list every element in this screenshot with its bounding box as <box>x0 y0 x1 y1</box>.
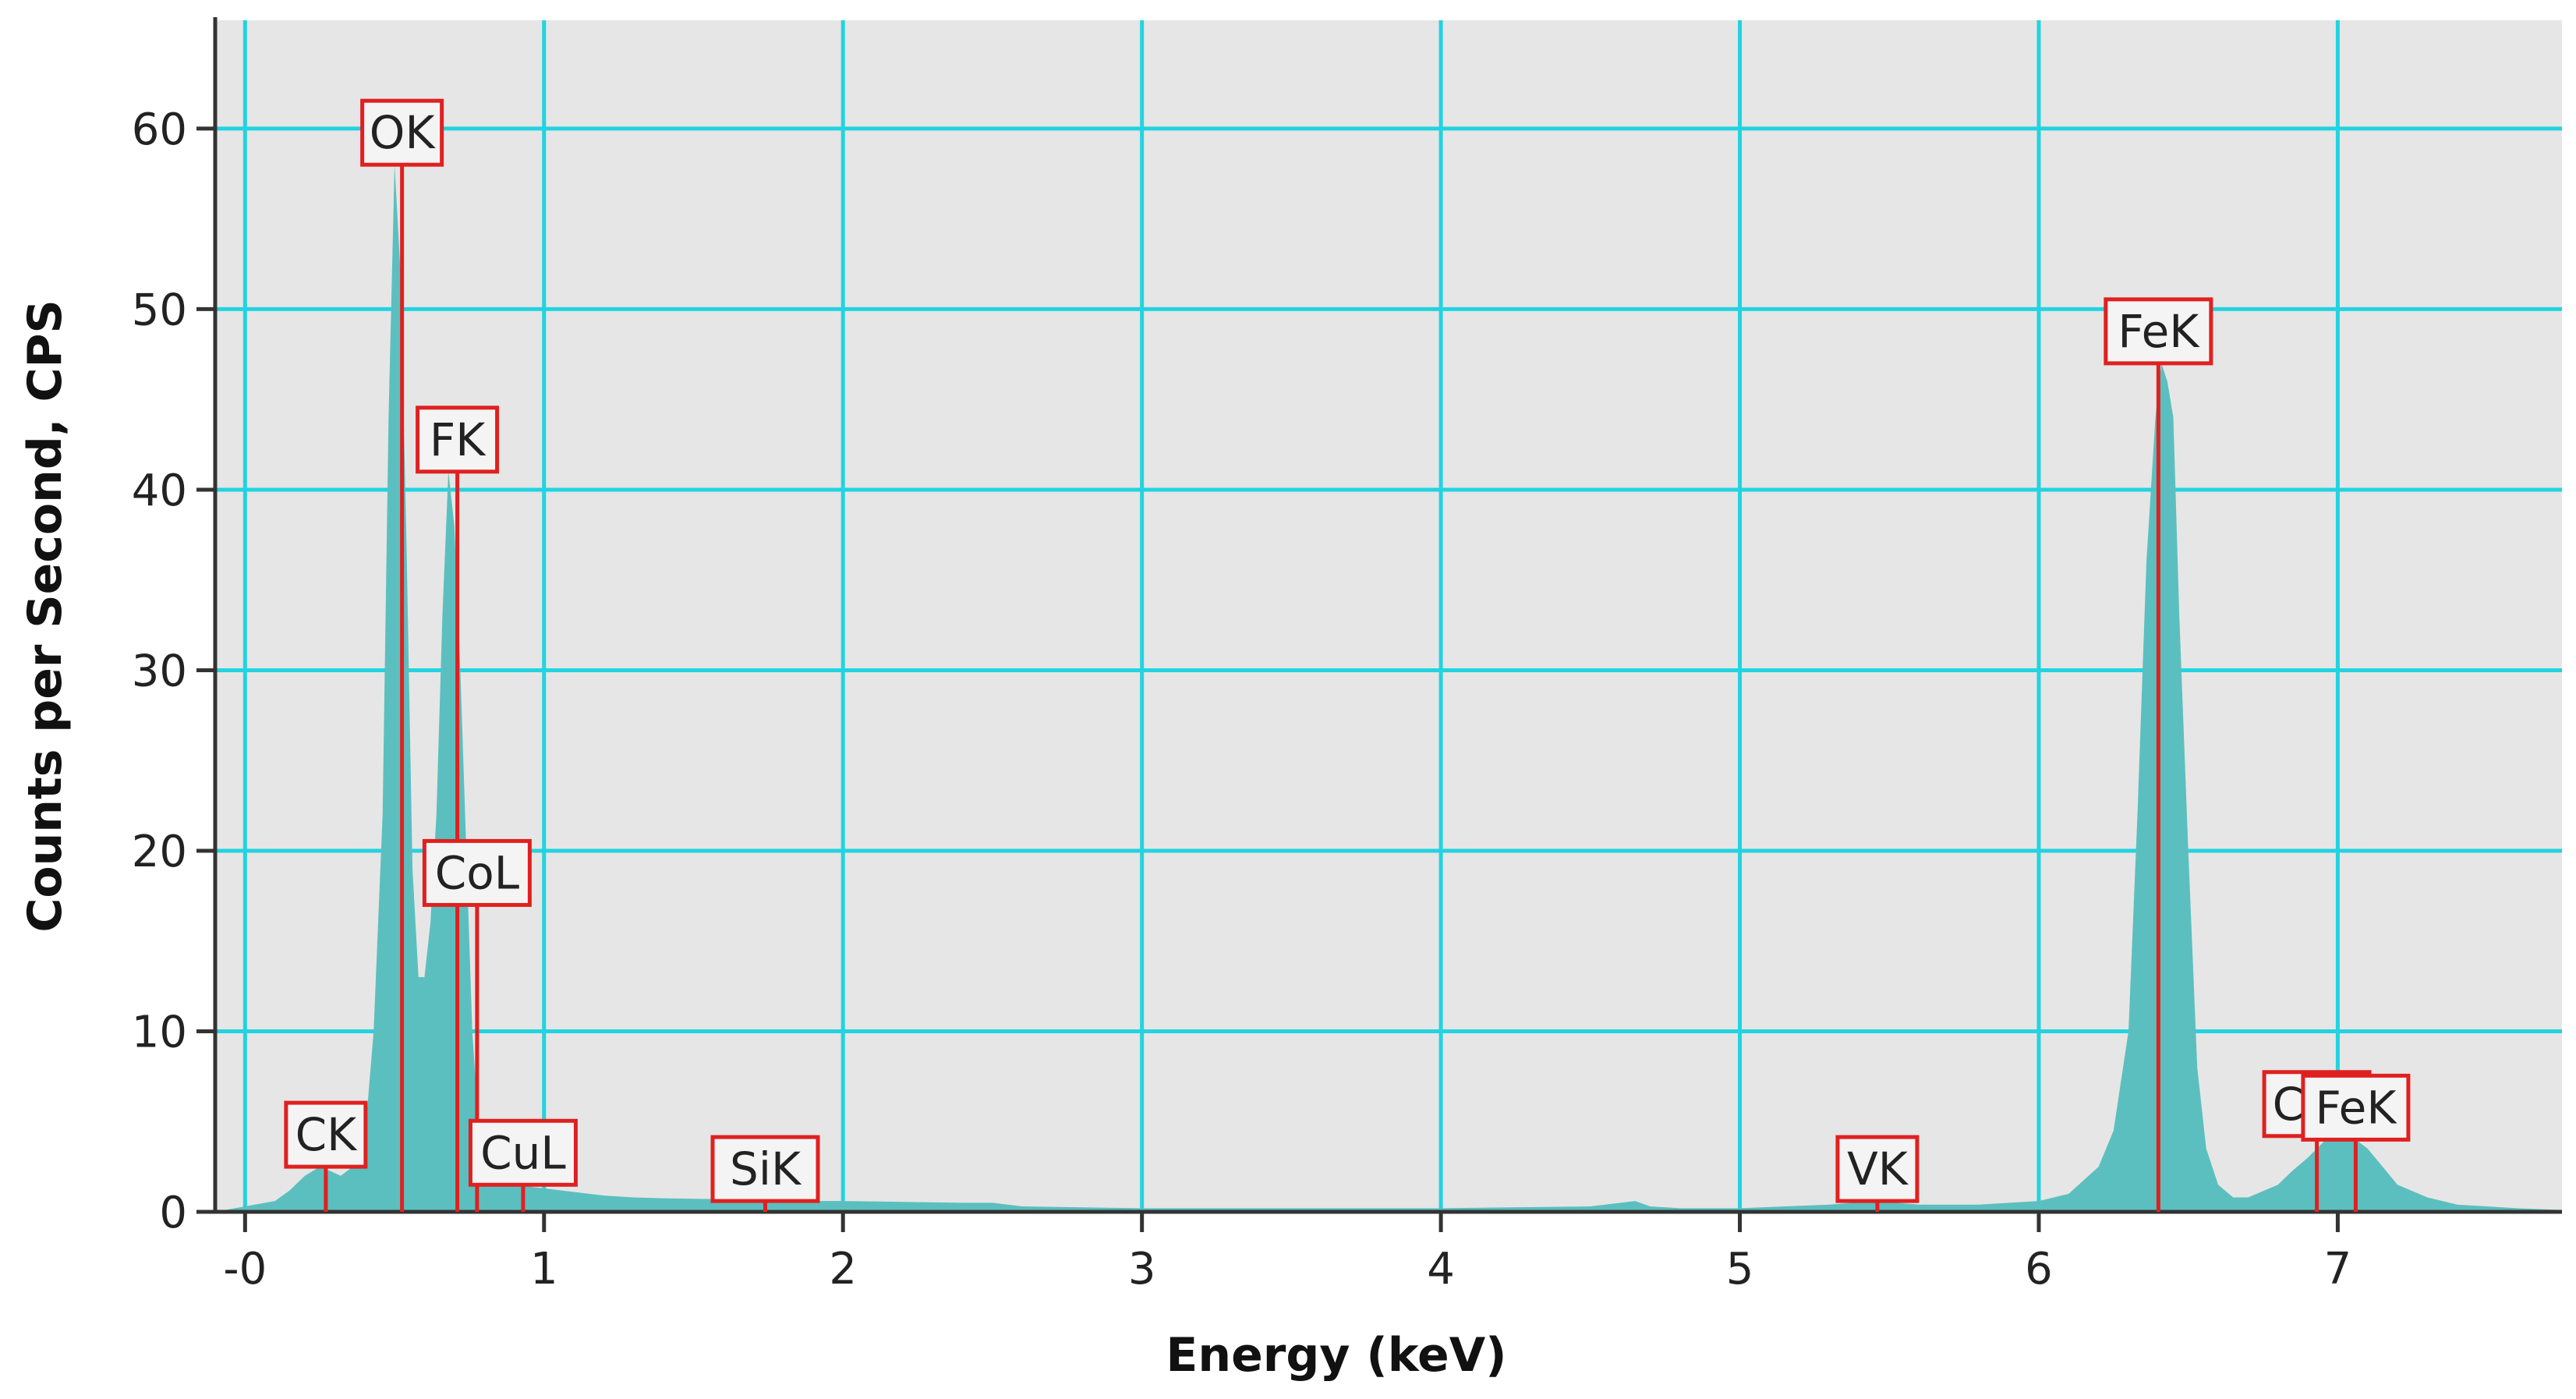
y-tick-label: 60 <box>132 104 187 155</box>
peak-label-box <box>2104 297 2213 366</box>
y-axis-title: Counts per Second, CPS <box>18 299 73 932</box>
y-tick-label: 50 <box>132 285 187 335</box>
y-tick-label: 20 <box>132 827 187 877</box>
peak-label-box <box>2301 1073 2411 1142</box>
peak-label-box <box>710 1135 820 1203</box>
axes <box>213 17 2562 1214</box>
peak-label-box <box>360 98 444 167</box>
y-tick-label: 0 <box>159 1188 187 1238</box>
y-tick-label: 40 <box>132 466 187 516</box>
x-tick-label: 6 <box>2025 1244 2053 1295</box>
x-tick-label: 5 <box>1726 1244 1754 1295</box>
x-tick-label: 3 <box>1128 1244 1156 1295</box>
peak-label-text: SiK <box>730 1142 802 1195</box>
y-tick-label: 10 <box>132 1007 187 1057</box>
peak-labels: CKOKFKCoLCuLSiKVKFeKCoKFeK <box>284 98 2411 1203</box>
peak-label-text: CuL <box>480 1126 566 1179</box>
x-axis-title: Energy (keV) <box>1166 1328 1506 1383</box>
peak-label-text: FK <box>430 413 487 466</box>
x-tick-label: 7 <box>2324 1244 2352 1295</box>
y-tick-label: 30 <box>132 646 187 696</box>
peak-label-text: CoL <box>435 846 519 899</box>
peak-label-box <box>468 1118 578 1187</box>
peak-label-box <box>422 838 532 907</box>
x-tick-label: -0 <box>223 1244 267 1295</box>
x-axis-ticks: -0 1 2 3 4 5 6 7 <box>223 1212 2351 1295</box>
peak-label-text: VK <box>1847 1142 1909 1195</box>
spectrum-area <box>215 165 2562 1212</box>
x-tick-label: 4 <box>1427 1244 1455 1295</box>
y-axis-ticks: 0 10 20 30 40 50 60 <box>132 104 215 1238</box>
peak-label-text: FeK <box>2118 305 2200 358</box>
peak-label-box <box>416 406 500 474</box>
peak-label-text: CK <box>295 1108 358 1161</box>
peak-label-box <box>284 1100 368 1169</box>
peak-label-text: FeK <box>2315 1081 2397 1134</box>
x-tick-label: 1 <box>530 1244 558 1295</box>
peak-label-text: OK <box>370 106 437 159</box>
peak-label-box <box>1835 1135 1920 1203</box>
x-tick-label: 2 <box>829 1244 857 1295</box>
